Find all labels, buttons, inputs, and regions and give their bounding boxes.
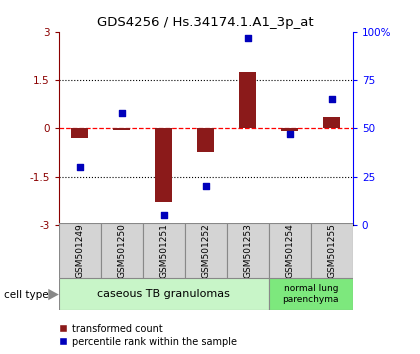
Bar [143,223,185,278]
Text: normal lung
parenchyma: normal lung parenchyma [283,284,339,303]
Bar [155,128,172,202]
Polygon shape [48,289,59,300]
Bar [59,223,101,278]
Point [160,212,167,218]
Bar [269,278,353,310]
Point [76,164,83,170]
Text: GSM501251: GSM501251 [159,223,168,278]
Title: GDS4256 / Hs.34174.1.A1_3p_at: GDS4256 / Hs.34174.1.A1_3p_at [97,16,314,29]
Bar [281,128,298,131]
Text: GSM501254: GSM501254 [285,223,294,278]
Point [286,131,293,137]
Point [118,110,125,116]
Bar [269,223,311,278]
Bar [311,223,353,278]
Point [244,35,251,40]
Bar [101,223,143,278]
Text: GSM501250: GSM501250 [117,223,126,278]
Bar [227,223,269,278]
Point [328,97,335,102]
Bar [113,128,130,130]
Text: cell type: cell type [4,290,49,299]
Point [202,183,209,189]
Bar [239,72,256,128]
Text: GSM501252: GSM501252 [201,223,210,278]
Text: GSM501255: GSM501255 [327,223,336,278]
Text: caseous TB granulomas: caseous TB granulomas [97,289,230,299]
Bar [185,223,227,278]
Text: GSM501249: GSM501249 [75,223,84,278]
Bar [59,278,269,310]
Text: GSM501253: GSM501253 [243,223,252,278]
Bar [71,128,88,138]
Bar [323,117,340,128]
Legend: transformed count, percentile rank within the sample: transformed count, percentile rank withi… [55,320,241,350]
Bar [197,128,214,153]
